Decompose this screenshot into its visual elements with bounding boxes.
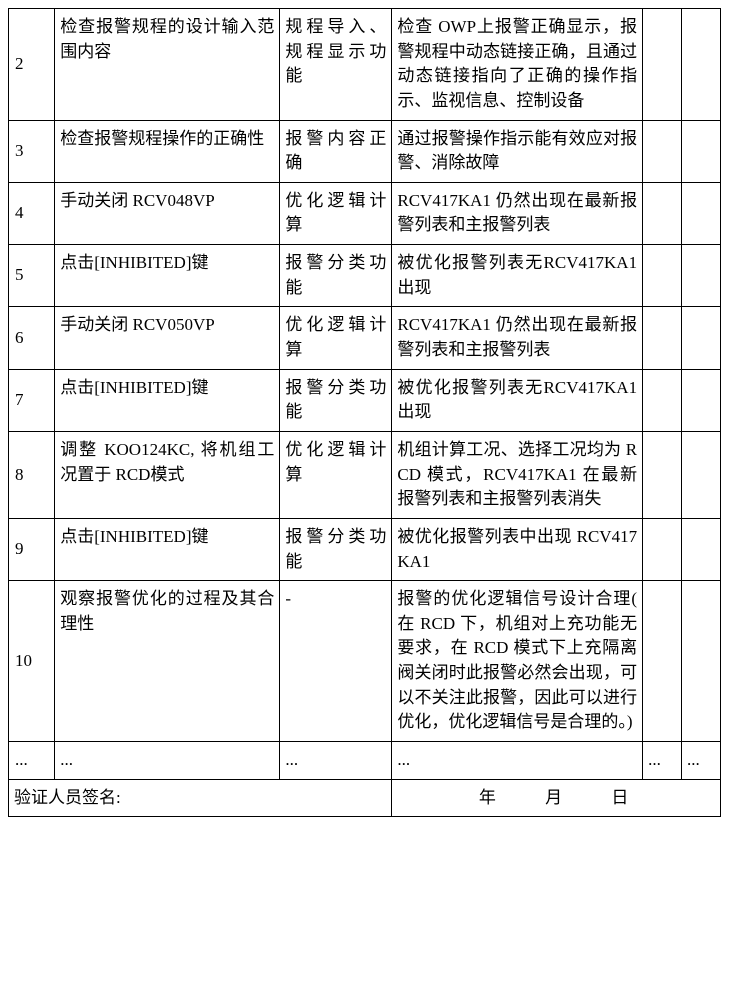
col-function: 报警分类功能	[280, 518, 392, 580]
date-fields: 年 月 日	[392, 779, 721, 817]
col-blank2	[682, 120, 721, 182]
col-criteria: 被优化报警列表中出现 RCV417KA1	[392, 518, 643, 580]
procedure-table: 2 检查报警规程的设计输入范围内容 规程导入、规程显示功能 检查 OWP上报警正…	[8, 8, 721, 817]
col-blank2	[682, 245, 721, 307]
col-action: 点击[INHIBITED]键	[55, 245, 280, 307]
col-action: ...	[55, 742, 280, 780]
col-criteria: 报警的优化逻辑信号设计合理( 在 RCD 下，机组对上充功能无要求，在 RCD …	[392, 581, 643, 742]
col-blank1: ...	[643, 742, 682, 780]
table-row: 7 点击[INHIBITED]键 报警分类功能 被优化报警列表无RCV417KA…	[9, 369, 721, 431]
col-action: 手动关闭 RCV048VP	[55, 182, 280, 244]
col-action: 检查报警规程的设计输入范围内容	[55, 9, 280, 121]
col-blank2	[682, 369, 721, 431]
col-action: 观察报警优化的过程及其合理性	[55, 581, 280, 742]
row-number: 2	[9, 9, 55, 121]
row-number: ...	[9, 742, 55, 780]
row-number: 10	[9, 581, 55, 742]
table-row: 5 点击[INHIBITED]键 报警分类功能 被优化报警列表无RCV417KA…	[9, 245, 721, 307]
col-function: ...	[280, 742, 392, 780]
col-function: 优化逻辑计算	[280, 431, 392, 518]
col-blank1	[643, 245, 682, 307]
col-action: 点击[INHIBITED]键	[55, 518, 280, 580]
col-function: 优化逻辑计算	[280, 307, 392, 369]
signature-label: 验证人员签名:	[9, 779, 392, 817]
col-criteria: 通过报警操作指示能有效应对报警、消除故障	[392, 120, 643, 182]
col-blank2	[682, 307, 721, 369]
row-number: 9	[9, 518, 55, 580]
footer-row: 验证人员签名: 年 月 日	[9, 779, 721, 817]
row-number: 4	[9, 182, 55, 244]
col-blank1	[643, 431, 682, 518]
col-blank2: ...	[682, 742, 721, 780]
table-row: 8 调整 KOO124KC, 将机组工况置于 RCD模式 优化逻辑计算 机组计算…	[9, 431, 721, 518]
row-number: 3	[9, 120, 55, 182]
col-action: 检查报警规程操作的正确性	[55, 120, 280, 182]
col-action: 点击[INHIBITED]键	[55, 369, 280, 431]
table-row: 9 点击[INHIBITED]键 报警分类功能 被优化报警列表中出现 RCV41…	[9, 518, 721, 580]
col-blank1	[643, 518, 682, 580]
table-row: ... ... ... ... ... ...	[9, 742, 721, 780]
col-blank1	[643, 182, 682, 244]
col-function: 报警分类功能	[280, 245, 392, 307]
row-number: 7	[9, 369, 55, 431]
col-blank2	[682, 431, 721, 518]
col-criteria: RCV417KA1 仍然出现在最新报警列表和主报警列表	[392, 182, 643, 244]
col-action: 手动关闭 RCV050VP	[55, 307, 280, 369]
col-blank2	[682, 182, 721, 244]
table-row: 6 手动关闭 RCV050VP 优化逻辑计算 RCV417KA1 仍然出现在最新…	[9, 307, 721, 369]
col-blank1	[643, 307, 682, 369]
col-blank2	[682, 518, 721, 580]
col-action: 调整 KOO124KC, 将机组工况置于 RCD模式	[55, 431, 280, 518]
col-criteria: ...	[392, 742, 643, 780]
col-criteria: 被优化报警列表无RCV417KA1 出现	[392, 369, 643, 431]
row-number: 5	[9, 245, 55, 307]
table-row: 2 检查报警规程的设计输入范围内容 规程导入、规程显示功能 检查 OWP上报警正…	[9, 9, 721, 121]
row-number: 8	[9, 431, 55, 518]
table-row: 3 检查报警规程操作的正确性 报警内容正确 通过报警操作指示能有效应对报警、消除…	[9, 120, 721, 182]
col-function: 规程导入、规程显示功能	[280, 9, 392, 121]
col-criteria: 被优化报警列表无RCV417KA1 出现	[392, 245, 643, 307]
row-number: 6	[9, 307, 55, 369]
col-function: 优化逻辑计算	[280, 182, 392, 244]
table-body: 2 检查报警规程的设计输入范围内容 规程导入、规程显示功能 检查 OWP上报警正…	[9, 9, 721, 817]
table-row: 4 手动关闭 RCV048VP 优化逻辑计算 RCV417KA1 仍然出现在最新…	[9, 182, 721, 244]
col-blank1	[643, 9, 682, 121]
col-criteria: RCV417KA1 仍然出现在最新报警列表和主报警列表	[392, 307, 643, 369]
col-blank1	[643, 581, 682, 742]
col-function: 报警内容正确	[280, 120, 392, 182]
col-criteria: 检查 OWP上报警正确显示，报警规程中动态链接正确，且通过动态链接指向了正确的操…	[392, 9, 643, 121]
col-blank1	[643, 369, 682, 431]
col-function: -	[280, 581, 392, 742]
col-blank2	[682, 581, 721, 742]
col-function: 报警分类功能	[280, 369, 392, 431]
col-blank2	[682, 9, 721, 121]
table-row: 10 观察报警优化的过程及其合理性 - 报警的优化逻辑信号设计合理( 在 RCD…	[9, 581, 721, 742]
col-blank1	[643, 120, 682, 182]
col-criteria: 机组计算工况、选择工况均为 RCD 模式，RCV417KA1 在最新报警列表和主…	[392, 431, 643, 518]
